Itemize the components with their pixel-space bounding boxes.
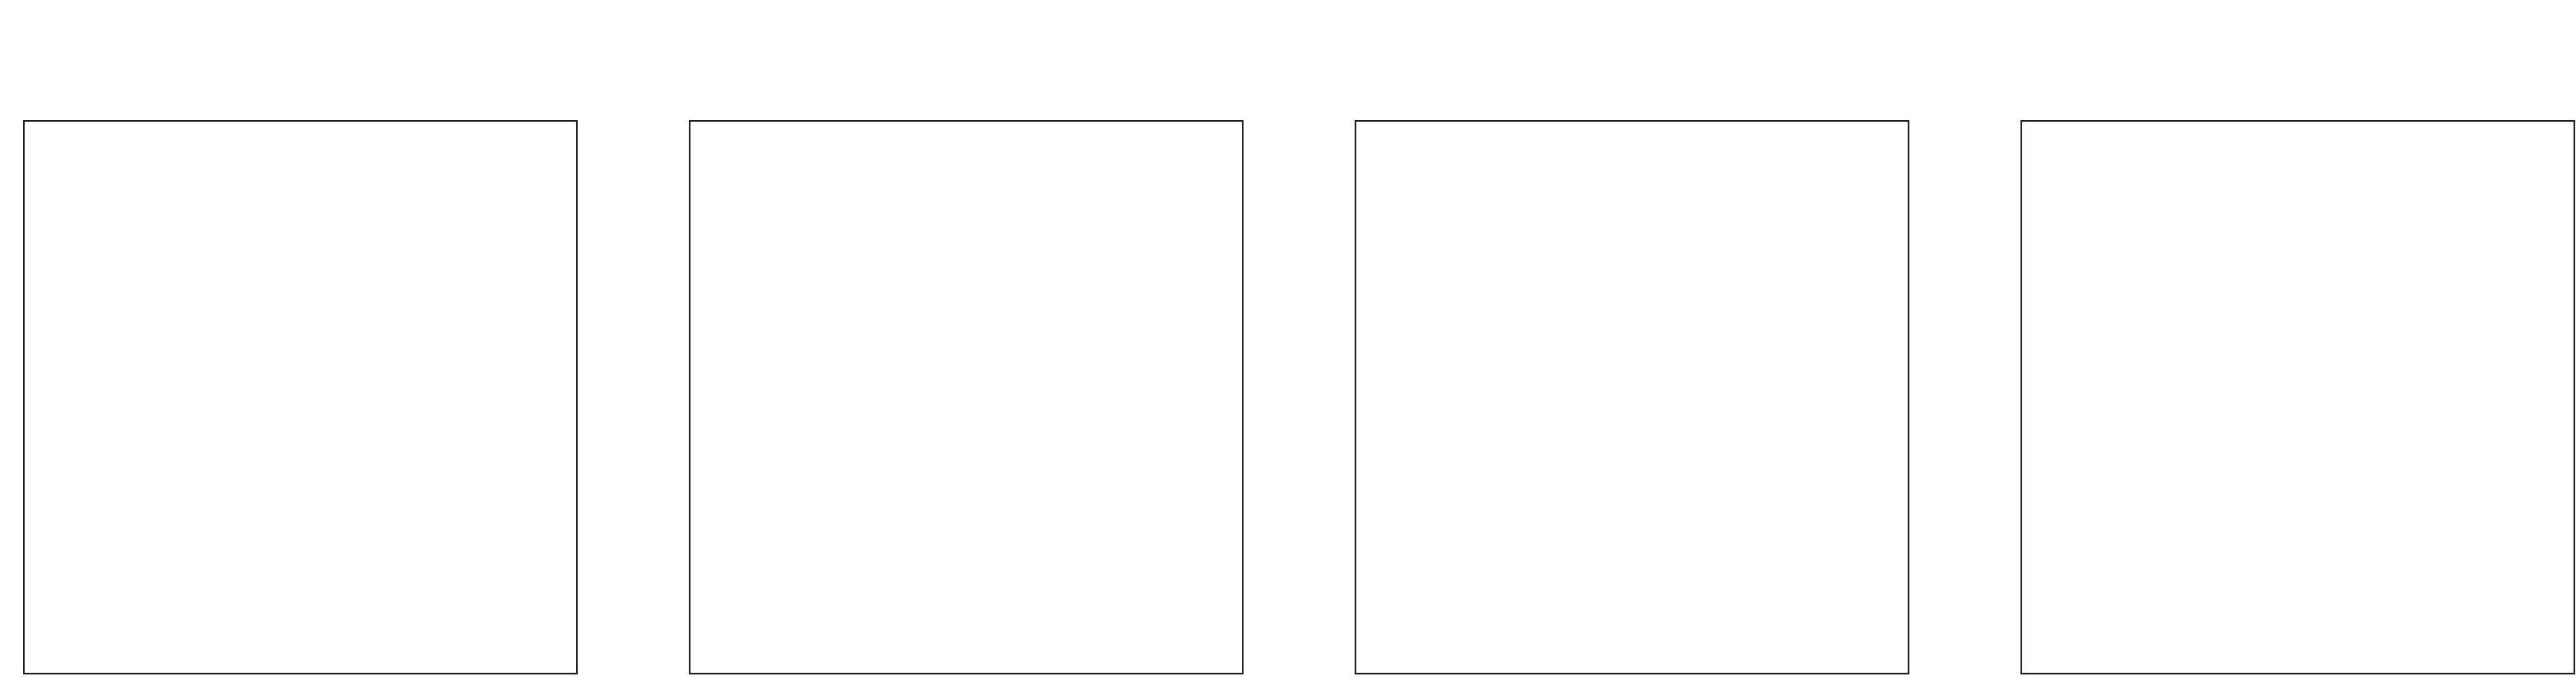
image-panel-3 [1355, 120, 1909, 674]
generated-image-2 [690, 122, 1242, 673]
generated-image-3 [1356, 122, 1908, 673]
generated-image-1 [25, 122, 576, 673]
image-panel-2 [689, 120, 1244, 674]
generated-image-4 [2022, 122, 2574, 673]
image-panel-1 [23, 120, 578, 674]
image-panel-4 [2020, 120, 2575, 674]
